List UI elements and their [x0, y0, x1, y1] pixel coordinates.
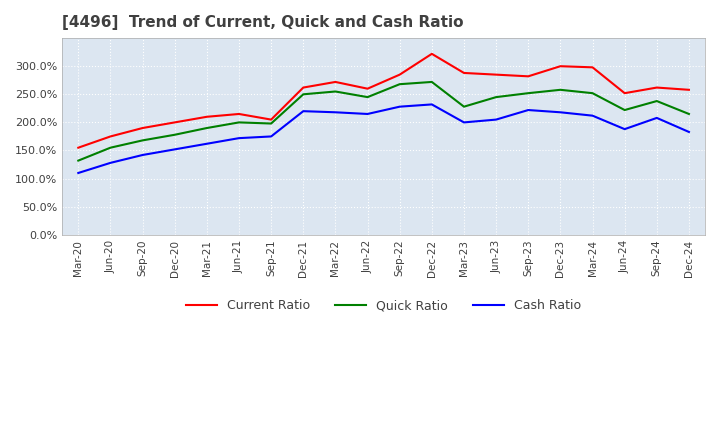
Quick Ratio: [202, 125, 211, 131]
Quick Ratio: [588, 91, 597, 96]
Current Ratio: [267, 117, 276, 122]
Quick Ratio: [331, 89, 340, 94]
Current Ratio: [556, 63, 564, 69]
Cash Ratio: [428, 102, 436, 107]
Cash Ratio: [106, 160, 114, 165]
Current Ratio: [492, 72, 500, 77]
Cash Ratio: [459, 120, 468, 125]
Cash Ratio: [492, 117, 500, 122]
Current Ratio: [202, 114, 211, 119]
Cash Ratio: [652, 115, 661, 121]
Current Ratio: [331, 79, 340, 84]
Quick Ratio: [106, 145, 114, 150]
Line: Quick Ratio: Quick Ratio: [78, 82, 689, 161]
Current Ratio: [685, 87, 693, 92]
Quick Ratio: [428, 79, 436, 84]
Quick Ratio: [363, 95, 372, 100]
Line: Current Ratio: Current Ratio: [78, 54, 689, 148]
Current Ratio: [395, 72, 404, 77]
Current Ratio: [524, 73, 533, 79]
Line: Cash Ratio: Cash Ratio: [78, 104, 689, 173]
Cash Ratio: [556, 110, 564, 115]
Cash Ratio: [524, 107, 533, 113]
Current Ratio: [235, 111, 243, 117]
Cash Ratio: [588, 113, 597, 118]
Cash Ratio: [171, 147, 179, 152]
Quick Ratio: [395, 81, 404, 87]
Cash Ratio: [299, 109, 307, 114]
Quick Ratio: [171, 132, 179, 137]
Cash Ratio: [235, 136, 243, 141]
Quick Ratio: [652, 99, 661, 104]
Current Ratio: [138, 125, 147, 131]
Quick Ratio: [235, 120, 243, 125]
Text: [4496]  Trend of Current, Quick and Cash Ratio: [4496] Trend of Current, Quick and Cash …: [62, 15, 464, 30]
Cash Ratio: [74, 170, 83, 176]
Quick Ratio: [621, 107, 629, 113]
Current Ratio: [588, 65, 597, 70]
Quick Ratio: [299, 92, 307, 97]
Quick Ratio: [74, 158, 83, 163]
Cash Ratio: [138, 152, 147, 158]
Current Ratio: [74, 145, 83, 150]
Quick Ratio: [556, 87, 564, 92]
Current Ratio: [459, 70, 468, 76]
Cash Ratio: [331, 110, 340, 115]
Legend: Current Ratio, Quick Ratio, Cash Ratio: Current Ratio, Quick Ratio, Cash Ratio: [181, 294, 587, 317]
Quick Ratio: [524, 91, 533, 96]
Cash Ratio: [202, 141, 211, 147]
Current Ratio: [106, 134, 114, 139]
Current Ratio: [299, 85, 307, 90]
Quick Ratio: [685, 111, 693, 117]
Current Ratio: [621, 91, 629, 96]
Cash Ratio: [621, 127, 629, 132]
Cash Ratio: [267, 134, 276, 139]
Cash Ratio: [363, 111, 372, 117]
Quick Ratio: [267, 121, 276, 126]
Current Ratio: [363, 86, 372, 92]
Quick Ratio: [492, 95, 500, 100]
Current Ratio: [428, 51, 436, 56]
Cash Ratio: [395, 104, 404, 109]
Current Ratio: [652, 85, 661, 90]
Quick Ratio: [138, 138, 147, 143]
Quick Ratio: [459, 104, 468, 109]
Current Ratio: [171, 120, 179, 125]
Cash Ratio: [685, 129, 693, 135]
